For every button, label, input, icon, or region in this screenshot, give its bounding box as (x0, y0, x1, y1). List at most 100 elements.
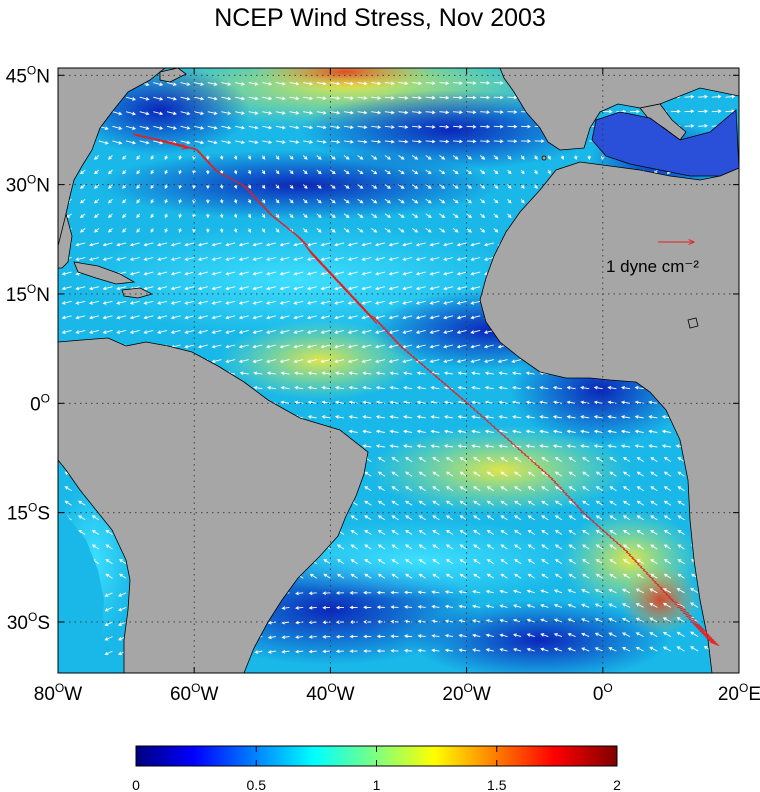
wind-vector (335, 634, 345, 639)
wind-vector (197, 286, 208, 291)
wind-vector (520, 169, 525, 175)
wind-vector (411, 213, 419, 218)
wind-vector (698, 109, 709, 114)
wind-vector (471, 444, 481, 448)
wind-vector (456, 329, 467, 334)
wind-vector (483, 242, 494, 247)
wind-vector (307, 371, 317, 375)
wind-vector (316, 198, 322, 204)
wind-vector (334, 415, 345, 419)
wind-vector (541, 515, 549, 521)
wind-vector (143, 242, 154, 247)
wind-vector (247, 155, 252, 160)
wind-vector (61, 300, 72, 305)
wind-vector (398, 139, 409, 144)
wind-vector (567, 603, 576, 608)
track-vector (671, 600, 681, 605)
wind-vector (568, 500, 576, 506)
wind-vector (279, 271, 290, 276)
track-vector (565, 493, 571, 498)
wind-vector (139, 125, 150, 130)
wind-vector (293, 315, 304, 320)
wind-vector (417, 590, 426, 595)
wind-vector (443, 300, 454, 305)
wind-vector (650, 515, 658, 521)
wind-vector (252, 257, 263, 261)
wind-vector (347, 359, 358, 364)
wind-vector (143, 271, 154, 276)
wind-vector (425, 95, 436, 100)
wind-vector (79, 198, 86, 204)
wind-vector (349, 591, 358, 595)
wind-vector (444, 633, 454, 638)
track-vector (189, 146, 195, 151)
wind-vector (418, 544, 426, 550)
wind-vector (184, 329, 195, 334)
wind-vector (164, 169, 168, 175)
wind-vector (415, 286, 426, 291)
wind-vector (248, 140, 259, 145)
wind-vector (466, 155, 472, 160)
wind-vector (431, 648, 440, 653)
track-vector (692, 623, 703, 628)
wind-vector (164, 155, 168, 160)
wind-vector (211, 329, 222, 334)
wind-vector (265, 286, 277, 291)
wind-vector (289, 140, 300, 144)
wind-vector (150, 213, 154, 219)
wind-vector (347, 242, 358, 247)
wind-vector (180, 96, 191, 101)
track-vector (514, 445, 520, 449)
track-vector (573, 503, 579, 507)
track-vector (640, 566, 646, 571)
track-vector (209, 164, 215, 168)
wind-vector (295, 606, 304, 610)
wind-vector (150, 198, 154, 204)
wind-vector (498, 444, 508, 448)
wind-vector (582, 573, 590, 579)
wind-vector (253, 385, 263, 390)
track-vector (527, 457, 533, 462)
wind-vector (404, 573, 413, 579)
wind-vector (513, 633, 522, 638)
wind-vector (398, 198, 405, 204)
track-vector (576, 506, 582, 510)
wind-vector (197, 344, 208, 349)
wind-vector (293, 271, 304, 276)
wind-vector (363, 634, 372, 639)
wind-vector (609, 471, 617, 477)
track-vector (634, 560, 640, 565)
track-vector (207, 162, 213, 166)
wind-vector (609, 515, 617, 521)
wind-vector (197, 257, 208, 261)
wind-vector (248, 125, 259, 130)
wind-vector (303, 140, 314, 144)
track-vector (625, 551, 632, 556)
wind-vector (374, 329, 386, 334)
wind-vector (593, 385, 603, 390)
wind-vector (211, 257, 222, 261)
wind-vector (93, 198, 100, 204)
track-vector (449, 388, 455, 392)
wind-vector (102, 300, 113, 305)
wind-vector (466, 124, 477, 129)
track-vector (199, 153, 205, 157)
wind-vector (361, 286, 372, 291)
wind-vector (540, 633, 549, 638)
wind-vector (262, 140, 273, 144)
track-vector (642, 569, 649, 574)
wind-vector (595, 457, 604, 462)
wind-vector (471, 429, 481, 434)
track-vector (544, 472, 550, 477)
wind-vector (79, 213, 86, 218)
track-vector (243, 186, 250, 191)
wind-vector (471, 400, 481, 405)
wind-vector (676, 588, 685, 594)
wind-vector (350, 544, 358, 550)
wind-vector (184, 286, 195, 291)
wind-vector (388, 344, 399, 349)
wind-vector (607, 429, 617, 434)
track-vector (592, 521, 598, 525)
wind-vector (239, 371, 249, 375)
wind-vector (662, 632, 672, 637)
